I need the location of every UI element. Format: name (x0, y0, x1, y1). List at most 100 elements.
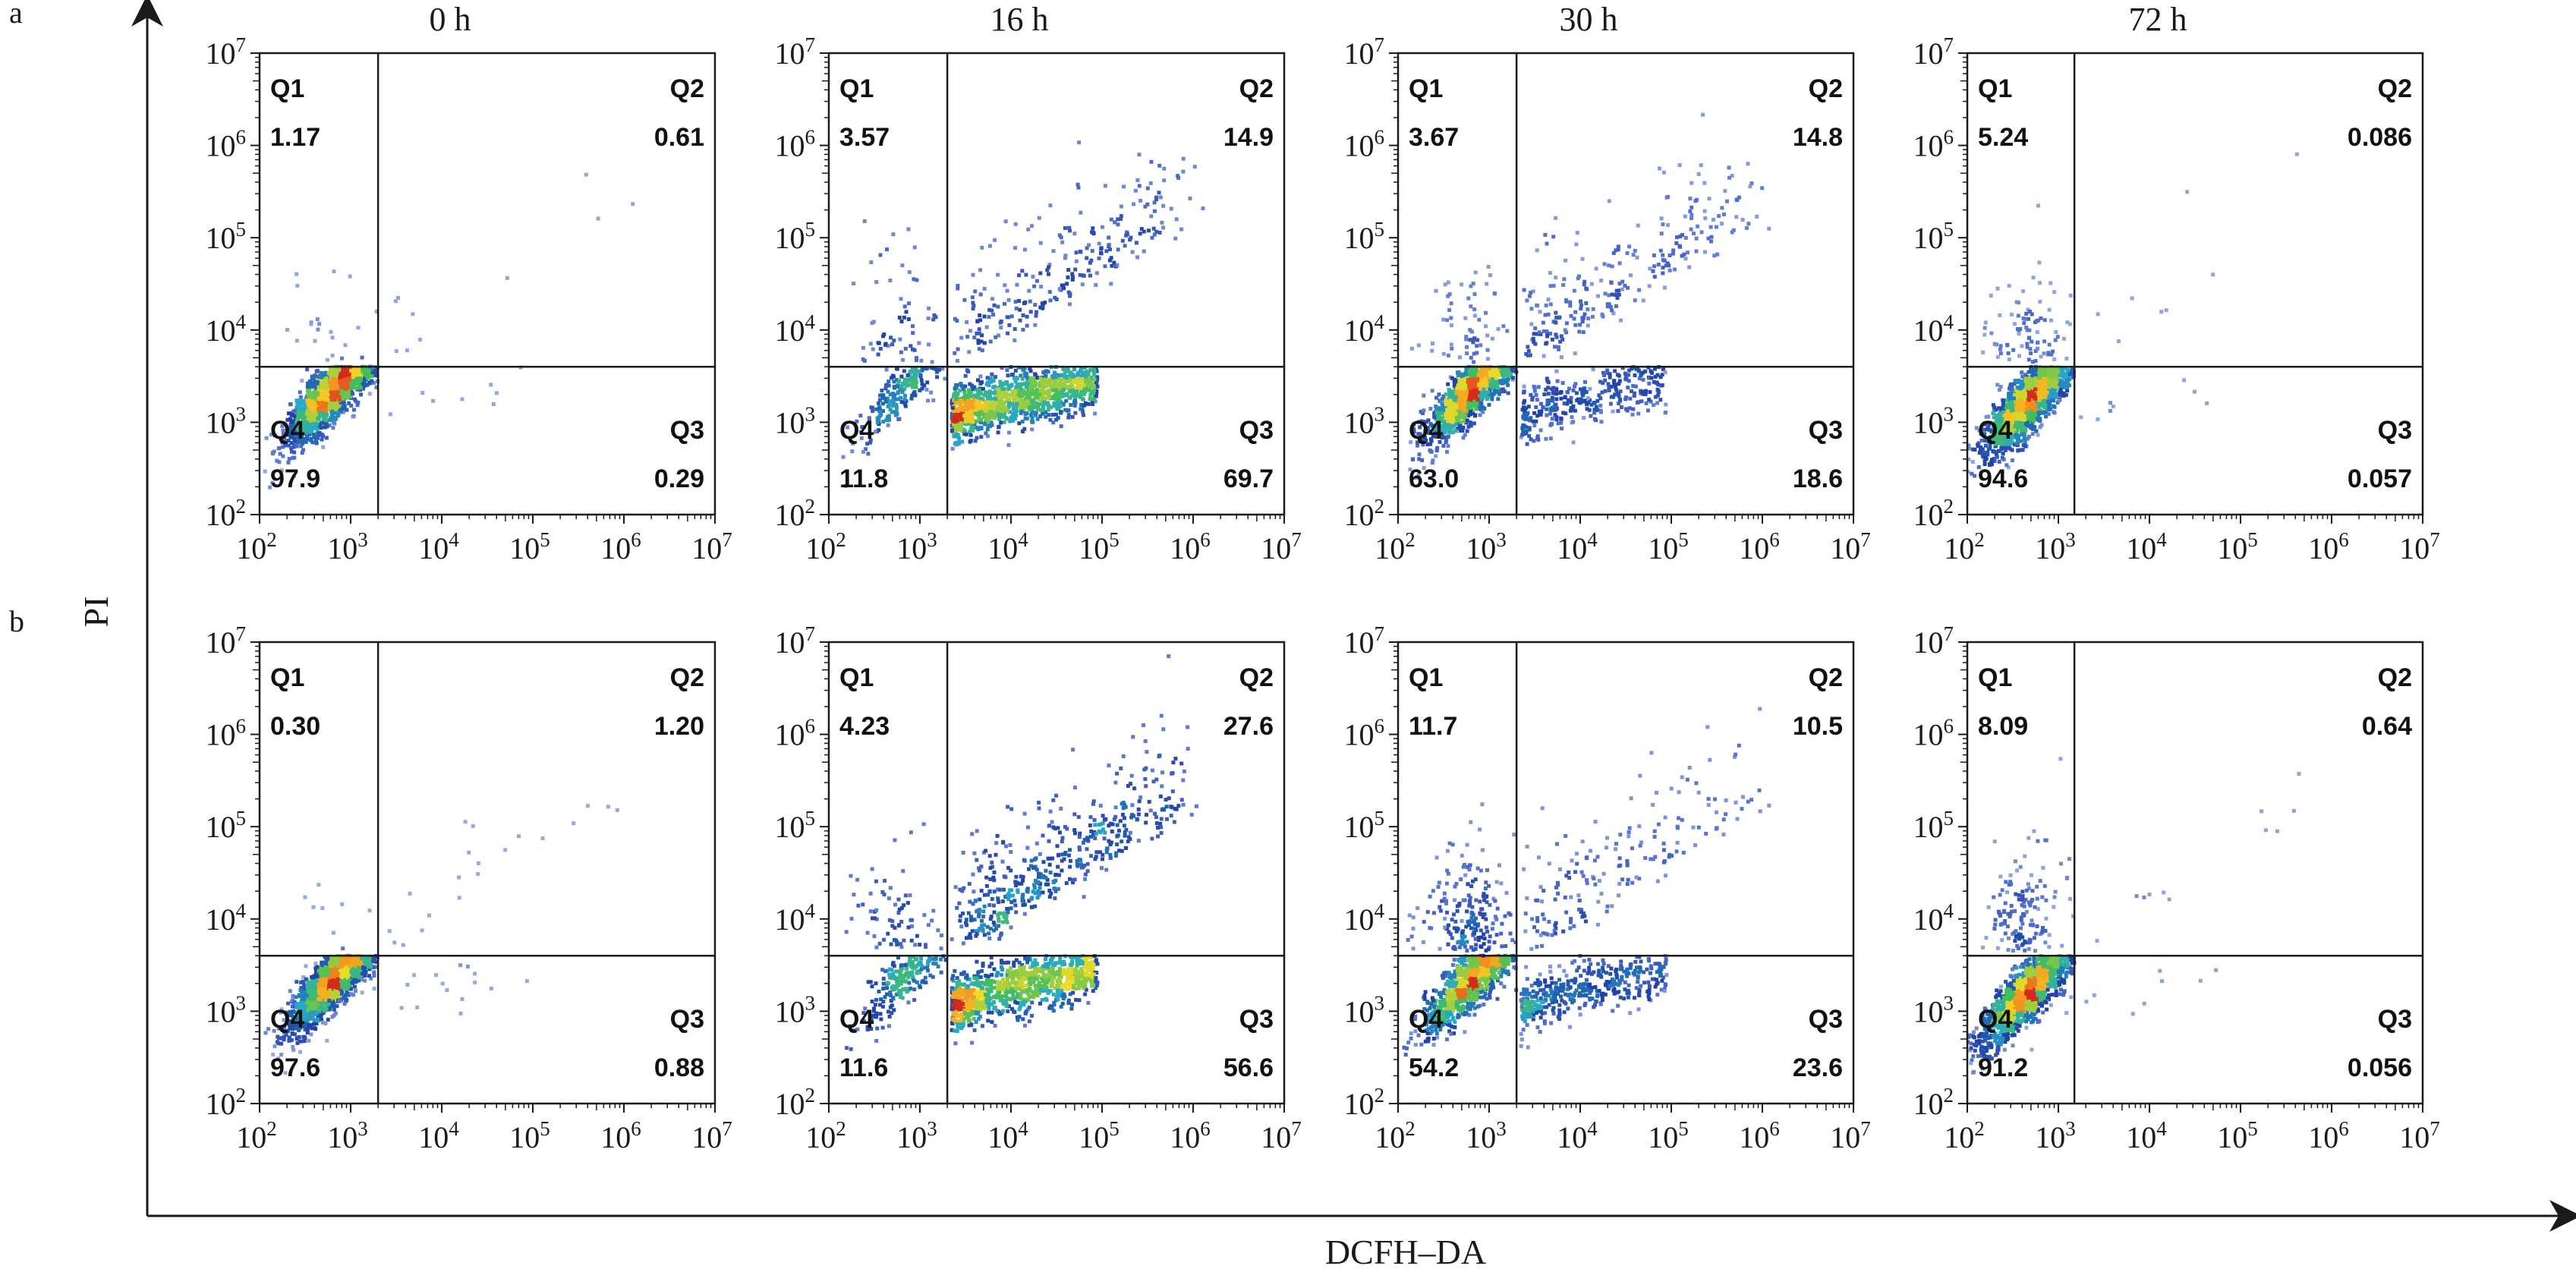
event-dot (1554, 276, 1558, 280)
event-dot (1559, 334, 1564, 339)
event-dot (1635, 255, 1639, 260)
event-dot (917, 341, 921, 345)
event-dot (1702, 209, 1707, 213)
event-dot (1661, 271, 1665, 276)
event-dot (1089, 375, 1093, 379)
event-dot (1034, 313, 1038, 318)
event-dot (1086, 401, 1091, 406)
event-dot (1007, 323, 1012, 327)
event-dot (1080, 282, 1085, 287)
event-dot (1019, 373, 1023, 378)
event-dot (1431, 458, 1435, 463)
event-dot (1008, 384, 1012, 389)
event-dot (1554, 216, 1558, 220)
event-dot (280, 468, 284, 473)
event-dot (309, 322, 313, 326)
event-dot (1641, 392, 1645, 396)
event-dot (282, 432, 286, 436)
event-dot (1047, 263, 1052, 267)
plot-panel-a-30h: 102102103103104104105105106106107107Q13.… (1344, 33, 1871, 565)
event-dot (917, 369, 921, 373)
row-label-a: a (9, 0, 23, 30)
event-dot (1533, 342, 1538, 346)
event-dot (330, 394, 335, 398)
y-tick-label: 105 (206, 218, 247, 255)
event-dot (320, 371, 325, 376)
event-dot (880, 393, 884, 398)
event-dot (317, 433, 321, 437)
event-dot (1561, 411, 1566, 415)
event-dot (301, 448, 305, 452)
event-dot (979, 339, 984, 344)
event-dot (1577, 274, 1581, 279)
event-dot (1116, 217, 1120, 222)
event-dot (1001, 395, 1006, 399)
event-dot (1740, 218, 1745, 222)
event-dot (371, 367, 375, 371)
event-dot (411, 312, 415, 316)
event-dot (1464, 367, 1469, 372)
event-dot (1592, 411, 1597, 415)
event-dot (953, 442, 957, 446)
event-dot (989, 379, 994, 384)
event-dot (1001, 391, 1006, 395)
event-dot (1490, 397, 1494, 401)
event-dot (951, 423, 956, 427)
event-dot (954, 427, 958, 432)
quadrant-name-q4: Q4 (270, 416, 304, 445)
event-dot (1557, 347, 1561, 351)
event-dot (868, 440, 872, 445)
event-dot (1592, 401, 1597, 405)
event-dot (1469, 369, 1474, 373)
event-dot (363, 367, 367, 371)
event-dot (912, 348, 917, 352)
event-dot (915, 356, 918, 361)
event-dot (418, 338, 423, 342)
event-dot (1104, 249, 1109, 253)
event-dot (367, 372, 371, 376)
event-dot (282, 439, 286, 443)
event-dot (906, 227, 911, 231)
quadrant-name-q1: Q1 (839, 74, 874, 103)
event-dot (1021, 313, 1025, 317)
event-dot (1643, 369, 1648, 373)
event-dot (1004, 395, 1009, 399)
event-dot (1038, 381, 1042, 385)
event-dot (1461, 436, 1466, 440)
event-dot (1544, 436, 1548, 441)
event-dot (1603, 291, 1608, 296)
event-dot (353, 397, 357, 401)
event-dot (1546, 312, 1551, 316)
event-dot (314, 386, 318, 390)
event-dot (892, 379, 896, 384)
event-dot (1731, 228, 1736, 232)
event-dot (925, 366, 930, 370)
event-dot (970, 383, 974, 388)
event-dot (1443, 430, 1447, 434)
event-dot (1708, 225, 1713, 229)
event-dot (914, 377, 918, 382)
event-dot (1479, 401, 1484, 406)
event-dot (1586, 307, 1590, 312)
event-dot (1636, 411, 1641, 416)
event-dot (996, 272, 1000, 277)
event-dot (1022, 247, 1027, 252)
event-dot (1107, 235, 1111, 240)
event-dot (1471, 282, 1475, 286)
event-dot (974, 425, 978, 430)
event-dot (329, 381, 334, 385)
event-dot (1154, 195, 1159, 200)
event-dot (909, 344, 913, 348)
event-dot (963, 420, 968, 424)
event-dot (1658, 166, 1661, 171)
event-dot (330, 411, 335, 416)
event-dot (1192, 165, 1197, 169)
event-dot (345, 395, 350, 398)
event-dot (1655, 393, 1660, 398)
event-dot (1652, 253, 1656, 257)
event-dot (329, 373, 333, 378)
event-dot (1021, 327, 1025, 332)
event-dot (877, 417, 881, 422)
event-dot (1108, 247, 1112, 251)
event-dot (1008, 410, 1012, 414)
